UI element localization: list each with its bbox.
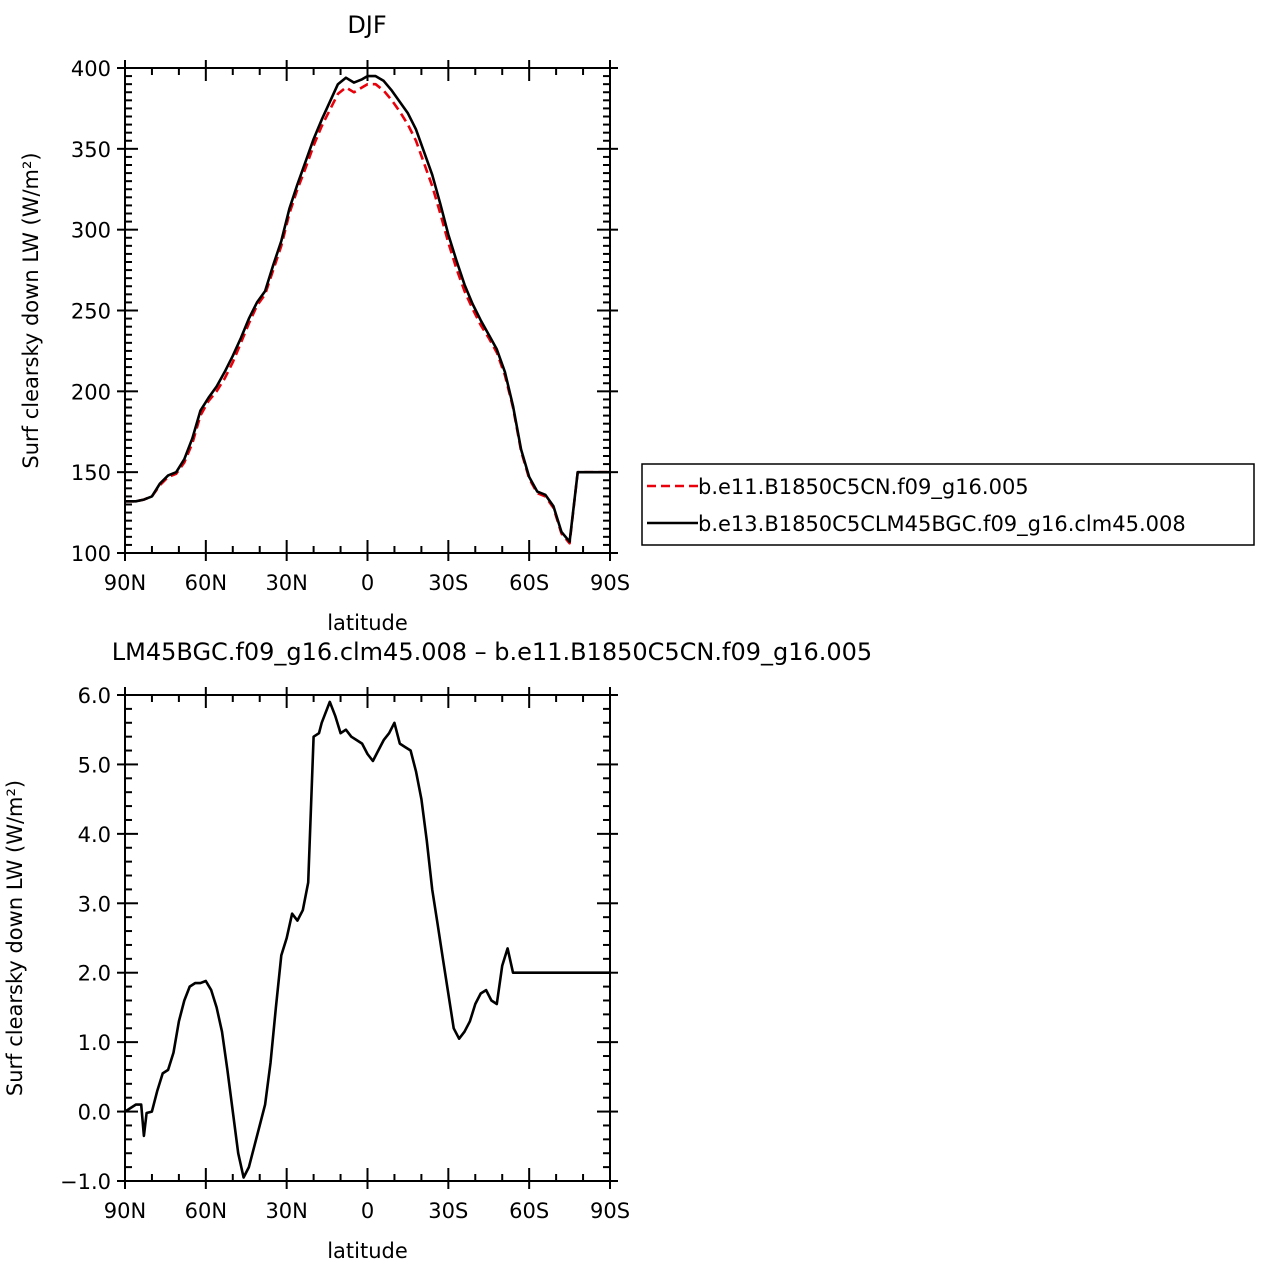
plot-frame xyxy=(124,694,611,1182)
y-tick-label: 350 xyxy=(71,138,111,162)
y-tick-label: 3.0 xyxy=(78,892,111,916)
x-tick-label: 0 xyxy=(361,571,374,595)
y-tick-label: 1.0 xyxy=(78,1031,111,1055)
y-tick-label: 300 xyxy=(71,219,111,243)
x-tick-label: 30S xyxy=(428,1199,468,1223)
y-tick-label: 100 xyxy=(71,542,111,566)
y-tick-label: 2.0 xyxy=(78,962,111,986)
y-tick-label: 6.0 xyxy=(78,684,111,708)
y-tick-label: 250 xyxy=(71,300,111,324)
chart-1: DJF 90N 60N 30N 0 30S 60S 90S 100 150 200 250 300 350… xyxy=(19,11,1255,635)
series-line-2 xyxy=(125,74,610,543)
y-tick-label: 200 xyxy=(71,380,111,404)
legend-label-2: b.e13.B1850C5CLM45BGC.f09_g16.clm45.008 xyxy=(698,512,1186,537)
x-tick-label: 90N xyxy=(104,1199,146,1223)
x-tick-label: 30N xyxy=(265,1199,307,1223)
y-tick-label: 150 xyxy=(71,461,111,485)
legend-box xyxy=(641,463,1255,546)
x-tick-label: 60S xyxy=(509,1199,549,1223)
legend: b.e11.B1850C5CN.f09_g16.005 b.e13.B1850C5… xyxy=(641,463,1255,546)
chart-title: LM45BGC.f09_g16.clm45.008 – b.e11.B1850C… xyxy=(112,638,872,666)
x-tick-label: 90S xyxy=(590,1199,630,1223)
x-tick-label: 60N xyxy=(185,571,227,595)
y-tick-label: 5.0 xyxy=(78,753,111,777)
chart-title: DJF xyxy=(347,11,386,39)
chart-2: LM45BGC.f09_g16.clm45.008 – b.e11.B1850C… xyxy=(3,638,872,1263)
y-tick-label: 400 xyxy=(71,57,111,81)
x-axis-label: latitude xyxy=(327,611,408,635)
series-line-1 xyxy=(125,82,610,545)
legend-label-1: b.e11.B1850C5CN.f09_g16.005 xyxy=(698,475,1029,500)
x-tick-label: 30S xyxy=(428,571,468,595)
x-tick-label: 90N xyxy=(104,571,146,595)
y-tick-label: 0.0 xyxy=(78,1101,111,1125)
x-tick-label: 60N xyxy=(185,1199,227,1223)
x-tick-label: 30N xyxy=(265,571,307,595)
x-tick-label: 0 xyxy=(361,1199,374,1223)
series-line-1 xyxy=(125,700,610,1179)
x-tick-label: 60S xyxy=(509,571,549,595)
y-axis-label: Surf clearsky down LW (W/m²) xyxy=(3,780,27,1096)
y-tick-label: −1.0 xyxy=(60,1170,111,1194)
y-axis-label: Surf clearsky down LW (W/m²) xyxy=(19,152,43,468)
plot-frame xyxy=(124,67,611,554)
x-axis-label: latitude xyxy=(327,1239,408,1263)
x-tick-label: 90S xyxy=(590,571,630,595)
y-tick-label: 4.0 xyxy=(78,823,111,847)
